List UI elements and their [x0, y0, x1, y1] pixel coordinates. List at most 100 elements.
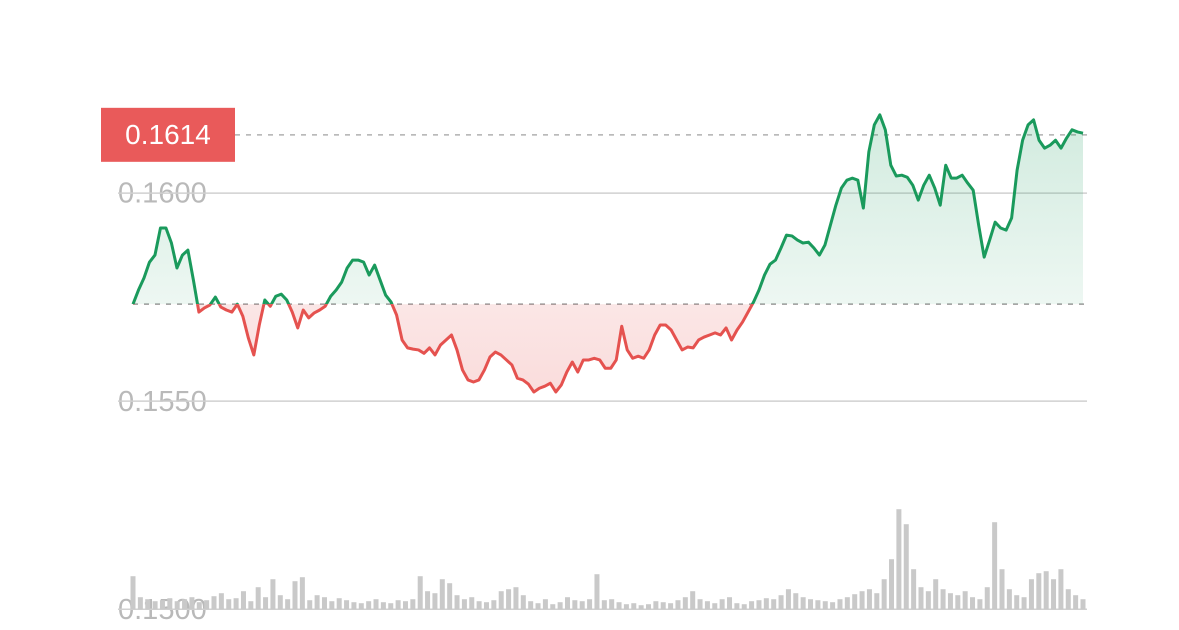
volume-bar	[977, 599, 983, 610]
price-line-up	[131, 113, 1084, 305]
volume-bar	[646, 604, 652, 610]
volume-bar	[992, 522, 998, 610]
volume-bar	[623, 604, 629, 610]
volume-bar	[417, 576, 423, 610]
volume-bar	[638, 605, 644, 610]
volume-bar	[1058, 569, 1064, 610]
volume-bar	[542, 599, 548, 610]
area-up	[133, 114, 1083, 305]
volume-bar	[675, 600, 681, 610]
volume-bar	[896, 509, 902, 610]
volume-bar	[947, 593, 953, 610]
volume-bar	[498, 591, 504, 610]
volume-bar	[447, 583, 453, 610]
volume-bar	[594, 574, 600, 610]
volume-bar	[859, 591, 865, 610]
volume-bar	[557, 602, 563, 610]
volume-bar	[572, 600, 578, 610]
volume-bar	[793, 593, 799, 610]
volume-bar	[690, 591, 696, 610]
volume-bar	[550, 604, 556, 610]
volume-bar	[1051, 579, 1057, 610]
volume-bar	[292, 581, 298, 610]
volume-bar	[130, 576, 136, 610]
volume-bar	[248, 601, 254, 610]
volume-bar	[808, 599, 814, 610]
volume-bar	[520, 595, 526, 610]
volume-bar	[653, 601, 659, 610]
volume-bar	[366, 601, 372, 610]
volume-bar	[182, 599, 188, 610]
volume-bar	[940, 589, 946, 610]
volume-bar	[564, 597, 570, 610]
volume-bar	[380, 602, 386, 610]
volume-bar	[410, 599, 416, 610]
volume-bar	[432, 593, 438, 610]
price-badge	[101, 107, 235, 162]
volume-bar	[874, 593, 880, 610]
volume-bar	[351, 602, 357, 610]
volume-bar	[918, 587, 924, 610]
volume-bar	[321, 597, 327, 610]
volume-bar	[587, 599, 593, 610]
volume-bar	[425, 591, 431, 610]
volume-bar	[778, 595, 784, 610]
volume-bar	[889, 559, 895, 610]
volume-bar	[461, 599, 467, 610]
volume-bar	[277, 595, 283, 610]
volume-bar	[476, 601, 482, 610]
volume-bar	[469, 597, 475, 610]
volume-bar	[852, 594, 858, 610]
volume-bar	[373, 599, 379, 610]
volume-bar	[970, 597, 976, 610]
volume-bar	[962, 591, 968, 610]
price-badge-label: 0.1614	[125, 119, 211, 150]
volume-bar	[1080, 599, 1086, 610]
volume-bar	[727, 597, 733, 610]
area-down	[133, 304, 1083, 392]
volume-bar	[1065, 589, 1071, 610]
volume-bar	[285, 599, 291, 610]
volume-bar	[616, 602, 622, 610]
volume-bar	[299, 577, 305, 610]
volume-bar	[1028, 579, 1034, 610]
volume-bar	[830, 602, 836, 610]
volume-bar	[218, 593, 224, 610]
volume-bar	[358, 603, 364, 610]
volume-bar	[402, 601, 408, 610]
volume-bar	[145, 599, 151, 610]
volume-bar	[270, 579, 276, 610]
volume-bar	[999, 569, 1005, 610]
volume-bar	[601, 600, 607, 610]
volume-bar	[712, 603, 718, 610]
volume-bar	[255, 587, 261, 610]
volume-bar	[506, 589, 512, 610]
y-tick-label: 0.1650	[118, 0, 207, 2]
volume-bar	[822, 601, 828, 610]
volume-bar	[756, 600, 762, 610]
volume-bar	[439, 579, 445, 610]
volume-bar	[159, 600, 165, 610]
volume-bar	[668, 603, 674, 610]
volume-bar	[329, 601, 335, 610]
volume-bar	[491, 600, 497, 610]
price-line-down	[133, 304, 755, 394]
volume-bar	[204, 600, 210, 610]
volume-bar	[226, 599, 232, 610]
volume-bar	[881, 579, 887, 610]
volume-bar	[800, 597, 806, 610]
volume-bar	[579, 601, 585, 610]
volume-bar	[749, 601, 755, 610]
volume-bar	[395, 600, 401, 610]
volume-bar	[866, 589, 872, 610]
volume-bar	[196, 602, 202, 610]
volume-bar	[609, 599, 615, 610]
volume-bar	[933, 579, 939, 610]
volume-bar	[631, 603, 637, 610]
volume-bar	[344, 600, 350, 610]
volume-bar	[1036, 573, 1042, 610]
volume-bar	[697, 599, 703, 610]
volume-bar	[528, 601, 534, 610]
volume-bar	[844, 597, 850, 610]
